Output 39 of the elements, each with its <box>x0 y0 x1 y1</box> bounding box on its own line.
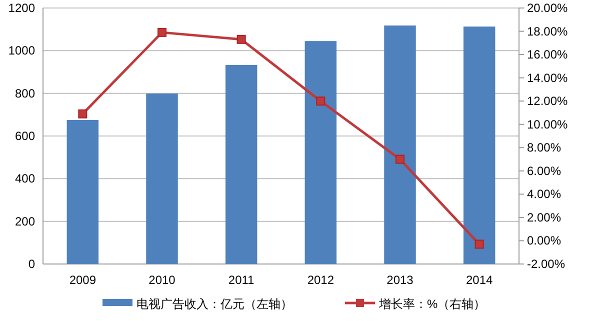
y2-tick-label: 16.00% <box>527 48 568 62</box>
x-tick-label: 2014 <box>466 273 494 287</box>
y-tick-label: 0 <box>28 257 36 271</box>
y2-tick-label: 14.00% <box>527 70 568 85</box>
y-tick-label: 1200 <box>8 1 36 15</box>
point <box>474 240 484 249</box>
point <box>78 109 88 118</box>
bar <box>146 94 178 264</box>
y2-tick-label: 12.00% <box>527 94 568 108</box>
bar <box>304 41 337 264</box>
point <box>236 34 246 44</box>
x-tick-label: 2012 <box>307 273 334 287</box>
y2-tick-label: 20.00% <box>527 1 568 15</box>
bar <box>463 26 496 264</box>
legend-label: 增长率：%（右轴） <box>378 297 486 311</box>
point <box>158 28 166 37</box>
y2-tick-label: 8.00% <box>527 140 562 155</box>
x-tick-label: 2010 <box>148 273 176 287</box>
x-tick-label: 2011 <box>228 273 255 287</box>
y2-tick-label: 10.00% <box>527 117 568 132</box>
x-tick-label: 2009 <box>69 273 96 287</box>
x-tick-label: 2013 <box>386 273 414 287</box>
y2-tick-label: 2.00% <box>527 210 562 224</box>
bar <box>66 120 99 264</box>
y2-tick-label: -2.00% <box>527 257 566 271</box>
bar <box>384 25 416 264</box>
y-tick-label: 200 <box>14 214 36 228</box>
y2-tick-label: 6.00% <box>527 164 562 178</box>
y-tick-label: 400 <box>14 172 36 186</box>
legend-label: 电视广告收入：亿元（左轴） <box>136 297 292 311</box>
y2-tick-label: 0.00% <box>527 234 562 248</box>
point <box>316 96 326 106</box>
y2-tick-label: 18.00% <box>527 24 568 38</box>
y-tick-label: 600 <box>14 129 36 143</box>
y2-tick-label: 4.00% <box>527 187 562 202</box>
y-tick-label: 1000 <box>8 44 36 58</box>
point <box>396 154 404 164</box>
bar <box>225 64 258 264</box>
y-tick-label: 800 <box>14 86 36 100</box>
